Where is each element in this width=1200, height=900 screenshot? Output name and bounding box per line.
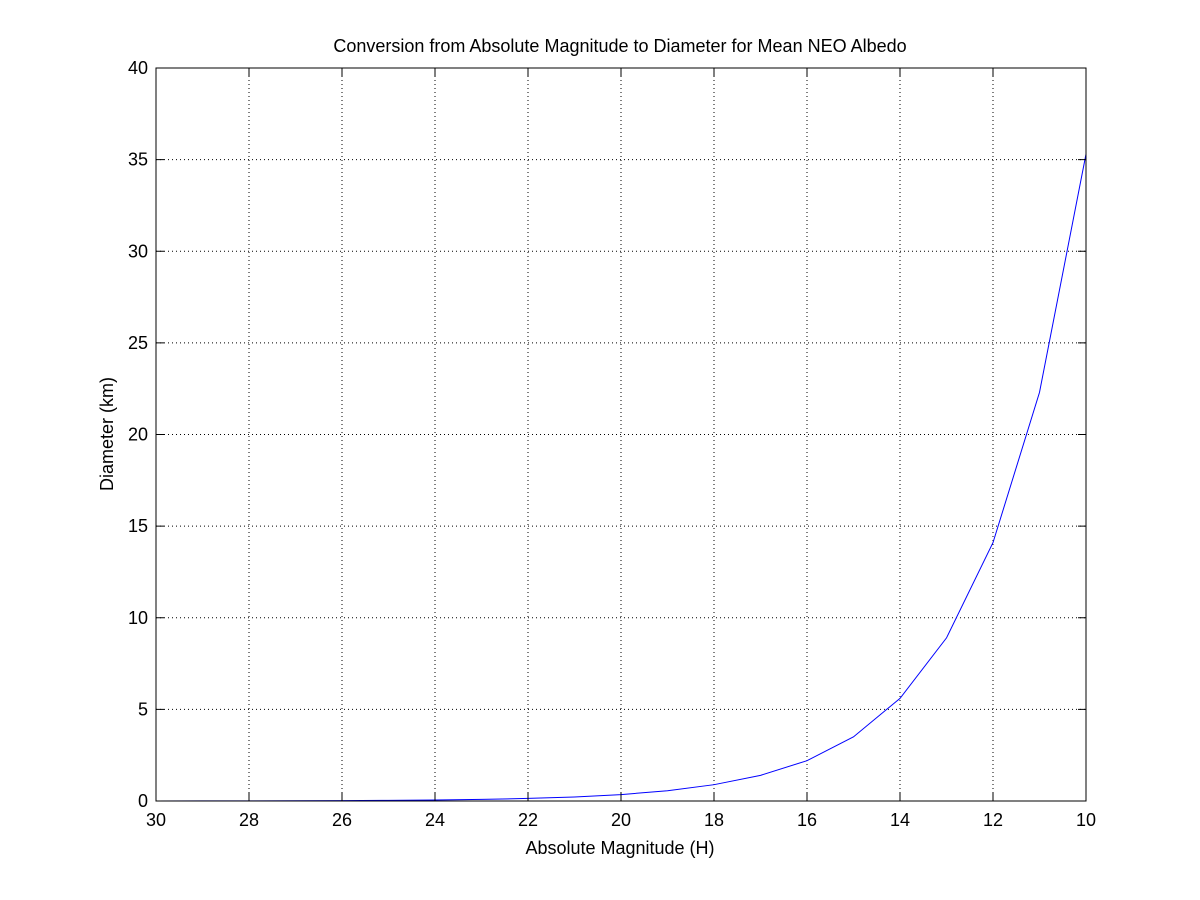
x-tick-labels: 30 28 26 24 22 20 18 16 14 12 10 [146, 810, 1096, 830]
y-tick-label: 35 [128, 150, 148, 170]
y-tick-label: 15 [128, 516, 148, 536]
y-tick-labels: 0 5 10 15 20 25 30 35 40 [128, 58, 148, 811]
x-axis-label: Absolute Magnitude (H) [525, 838, 714, 858]
y-tick-label: 20 [128, 425, 148, 445]
x-tick-label: 28 [239, 810, 259, 830]
x-tick-label: 14 [890, 810, 910, 830]
y-axis-label: Diameter (km) [97, 377, 117, 491]
y-tick-label: 30 [128, 241, 148, 261]
y-tick-label: 5 [138, 699, 148, 719]
tick-marks [155, 67, 1087, 802]
x-tick-label: 18 [704, 810, 724, 830]
grid-lines [156, 68, 1086, 801]
x-tick-label: 12 [983, 810, 1003, 830]
y-tick-label: 40 [128, 58, 148, 78]
x-tick-label: 10 [1076, 810, 1096, 830]
y-tick-label: 10 [128, 608, 148, 628]
x-tick-label: 26 [332, 810, 352, 830]
x-tick-label: 30 [146, 810, 166, 830]
y-tick-label: 25 [128, 333, 148, 353]
y-tick-label: 0 [138, 791, 148, 811]
x-tick-label: 22 [518, 810, 538, 830]
chart-title: Conversion from Absolute Magnitude to Di… [333, 36, 906, 56]
x-tick-label: 20 [611, 810, 631, 830]
x-tick-label: 24 [425, 810, 445, 830]
x-tick-label: 16 [797, 810, 817, 830]
